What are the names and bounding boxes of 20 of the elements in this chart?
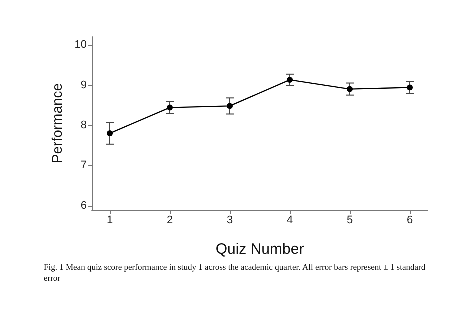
x-tick-label: 2 — [166, 214, 174, 226]
x-tick-label: 1 — [106, 214, 114, 226]
y-axis-title: Performance — [48, 83, 65, 164]
x-tick-label: 4 — [286, 214, 294, 226]
x-tick-label: 6 — [406, 214, 414, 226]
y-tick-label: 8 — [80, 120, 87, 132]
point — [227, 103, 233, 110]
x-tick-label: 5 — [346, 214, 354, 226]
point — [287, 77, 293, 84]
x-tick-label: 3 — [226, 214, 234, 226]
caption: Fig. 1 Mean quiz score performance in study 1 across the academic quarter. All error bars represent ± 1 standard error — [44, 262, 427, 284]
y-tick-label: 9 — [80, 79, 87, 92]
point — [347, 86, 353, 92]
x-axis-title: Quiz Number — [216, 241, 304, 258]
point — [107, 130, 113, 137]
y-tick-label: 7 — [80, 160, 87, 172]
point — [167, 104, 173, 111]
point — [407, 84, 413, 91]
y-tick-label: 10 — [74, 39, 87, 52]
y-tick-label: 6 — [80, 200, 87, 212]
